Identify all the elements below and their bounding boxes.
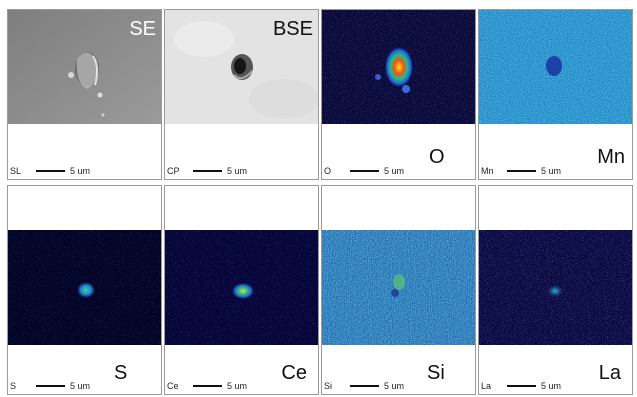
panel-label: S [114,362,128,384]
scale-prefix: O [324,166,332,176]
o-map-image [321,9,476,124]
scale-text: 5 um [384,166,405,176]
scale-bar: Si 5 um [324,381,404,391]
panel-la: La La 5 um [478,185,633,395]
scale-line [193,170,222,172]
s-map-image [7,230,162,345]
scale-line [193,385,222,387]
se-image [7,9,162,124]
scale-text: 5 um [227,381,248,391]
scale-line [36,170,65,172]
la-map-image [478,230,633,345]
panel-label: Ce [281,362,307,384]
scale-prefix: Mn [481,166,494,176]
scale-line [350,385,379,387]
si-map-image [321,230,476,345]
scale-line [507,385,536,387]
scale-line [36,385,65,387]
mn-map-image [478,9,633,124]
ce-map-image [164,230,319,345]
panel-label: La [598,362,621,384]
panel-bse: BSE CP 5 um [164,9,319,180]
scale-prefix: Ce [167,381,179,391]
scale-prefix: Si [324,381,333,391]
scale-text: 5 um [70,381,91,391]
scale-bar: O 5 um [324,166,404,176]
scale-text: 5 um [384,381,405,391]
panel-label: SE [129,18,156,40]
scale-prefix: CP [167,166,180,176]
panel-label: Si [427,362,445,384]
panel-se: SE SL 5 um [7,9,162,180]
panel-s: S S 5 um [7,185,162,395]
scale-bar: La 5 um [481,381,561,391]
scale-text: 5 um [70,166,91,176]
panel-label: Mn [597,146,625,168]
scale-bar: Ce 5 um [167,381,247,391]
panel-label: O [429,146,445,168]
panel-label: BSE [272,18,313,40]
scale-bar: SL 5 um [10,166,90,176]
panel-mn: Mn Mn 5 um [478,9,633,180]
scale-prefix: S [10,381,17,391]
scale-text: 5 um [541,166,562,176]
scale-bar: S 5 um [10,381,90,391]
scale-line [507,170,536,172]
panel-ce: Ce Ce 5 um [164,185,319,395]
scale-text: 5 um [541,381,562,391]
scale-text: 5 um [227,166,248,176]
scale-bar: CP 5 um [167,166,247,176]
bse-image [164,9,319,124]
panel-o: O O 5 um [321,9,476,180]
scale-bar: Mn 5 um [481,166,561,176]
panel-si: Si Si 5 um [321,185,476,395]
scale-line [350,170,379,172]
scale-prefix: La [481,381,492,391]
scale-prefix: SL [10,166,22,176]
